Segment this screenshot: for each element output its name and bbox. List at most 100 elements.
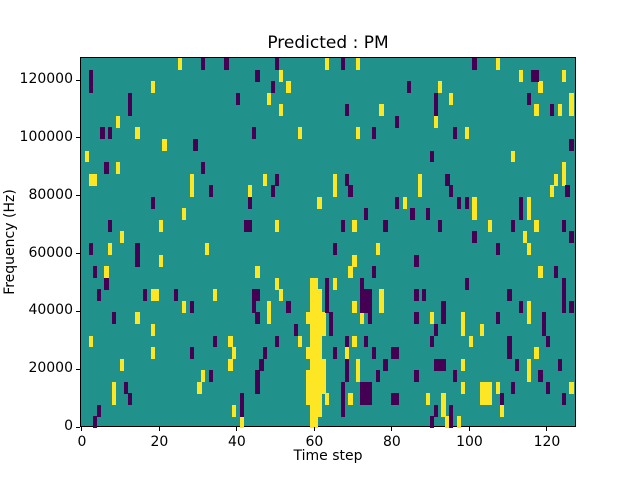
heatmap-cell-yellow <box>321 323 326 336</box>
heatmap-cell-yellow <box>418 185 423 198</box>
heatmap-cell-purple <box>441 300 446 313</box>
heatmap-cell-yellow <box>150 81 156 94</box>
heatmap-cell-yellow <box>472 196 477 209</box>
heatmap-cell-purple <box>391 393 396 406</box>
x-tick-mark <box>546 427 548 431</box>
heatmap-cell-purple <box>344 335 349 348</box>
heatmap-cell-yellow <box>309 300 314 313</box>
heatmap-cell-purple <box>135 254 140 267</box>
heatmap-cell-purple <box>546 335 551 348</box>
y-tick-mark <box>76 368 80 370</box>
heatmap-cell-purple <box>247 219 252 232</box>
x-tick-label: 0 <box>77 434 87 450</box>
heatmap-cell-yellow <box>189 185 194 198</box>
heatmap-cell-purple <box>344 358 349 371</box>
heatmap-cell-yellow <box>460 323 466 336</box>
heatmap-cell-purple <box>340 393 345 406</box>
heatmap-cell-yellow <box>352 300 357 313</box>
heatmap-cell-yellow <box>317 347 322 359</box>
heatmap-cell-purple <box>569 300 574 313</box>
heatmap-cell-yellow <box>313 335 318 348</box>
heatmap-cell-yellow <box>135 312 140 325</box>
heatmap-cell-purple <box>433 104 438 117</box>
heatmap-cell-purple <box>340 381 345 394</box>
heatmap-cell-yellow <box>495 58 500 70</box>
heatmap-cell-yellow <box>88 173 94 186</box>
heatmap-cell-purple <box>255 289 260 302</box>
heatmap-cell-purple <box>243 219 249 232</box>
heatmap-cell-yellow <box>325 58 330 70</box>
heatmap-cell-yellow <box>487 393 493 406</box>
heatmap-cell-purple <box>239 404 245 417</box>
heatmap-cell-yellow <box>309 347 314 359</box>
heatmap-cell-yellow <box>402 196 407 209</box>
heatmap-cell-yellow <box>162 138 167 151</box>
heatmap-cell-purple <box>422 289 427 302</box>
heatmap-cell-yellow <box>274 277 280 290</box>
heatmap-cell-purple <box>437 358 442 371</box>
heatmap-cell-yellow <box>561 173 566 186</box>
heatmap-cell-purple <box>360 277 365 290</box>
heatmap-cell-yellow <box>460 358 466 371</box>
heatmap-cell-purple <box>542 323 547 336</box>
heatmap-cell-yellow <box>317 335 322 348</box>
heatmap-cell-purple <box>255 381 260 394</box>
heatmap-cell-yellow <box>534 347 539 359</box>
heatmap-cell-yellow <box>511 150 516 163</box>
heatmap-cell-yellow <box>309 393 314 406</box>
heatmap-cell-yellow <box>487 381 493 394</box>
heatmap-cell-purple <box>441 358 446 371</box>
heatmap-cell-yellow <box>278 69 283 82</box>
heatmap-cell-yellow <box>553 173 559 186</box>
heatmap-cell-yellow <box>344 347 349 359</box>
heatmap-cell-yellow <box>305 370 311 383</box>
heatmap-cell-purple <box>255 312 260 325</box>
heatmap-cell-purple <box>367 381 373 394</box>
heatmap-cell-purple <box>363 208 369 221</box>
heatmap-cell-yellow <box>177 58 183 70</box>
chart-title: Predicted : PM <box>267 33 389 53</box>
heatmap-cell-purple <box>274 335 280 348</box>
heatmap-cell-purple <box>553 266 559 279</box>
heatmap-cell-purple <box>433 404 438 417</box>
heatmap-cell-yellow <box>518 69 524 82</box>
heatmap-cell-yellow <box>464 127 469 140</box>
heatmap-cell-purple <box>189 347 194 359</box>
heatmap-cell-yellow <box>92 173 97 186</box>
heatmap-cell-yellow <box>534 104 539 117</box>
heatmap-cell-purple <box>208 370 214 383</box>
heatmap-cell-yellow <box>150 347 156 359</box>
heatmap-cell-purple <box>499 393 504 406</box>
heatmap-cell-yellow <box>313 323 318 336</box>
heatmap-cell-purple <box>92 266 97 279</box>
heatmap-cell-yellow <box>557 104 562 117</box>
heatmap-cell-purple <box>561 393 566 406</box>
heatmap-cell-purple <box>383 358 388 371</box>
heatmap-cell-purple <box>325 289 330 302</box>
heatmap-cell-yellow <box>317 393 322 406</box>
heatmap-cell-purple <box>127 393 132 406</box>
heatmap-cell-yellow <box>484 381 489 394</box>
heatmap-cell-purple <box>518 196 524 209</box>
heatmap-cell-yellow <box>332 185 338 198</box>
heatmap-cell-yellow <box>313 277 318 290</box>
heatmap-cell-purple <box>561 300 566 313</box>
heatmap-cell-yellow <box>441 404 446 417</box>
heatmap-cell-purple <box>495 243 500 255</box>
heatmap-cell-purple <box>511 381 516 394</box>
heatmap-cell-purple <box>391 347 396 359</box>
heatmap-cell-yellow <box>119 358 125 371</box>
x-tick-label: 20 <box>150 434 169 450</box>
heatmap-cell-yellow <box>449 92 454 105</box>
heatmap-cell-yellow <box>158 254 163 267</box>
heatmap-cell-yellow <box>313 381 318 394</box>
heatmap-cell-yellow <box>255 266 260 279</box>
heatmap-cell-yellow <box>569 104 574 117</box>
heatmap-cell-yellow <box>332 173 338 186</box>
heatmap-cell-yellow <box>84 150 90 163</box>
heatmap-cell-yellow <box>561 162 566 174</box>
heatmap-cell-purple <box>538 370 543 383</box>
heatmap-cell-yellow <box>104 266 109 279</box>
heatmap-cell-purple <box>201 162 206 174</box>
heatmap-cell-yellow <box>499 404 504 417</box>
